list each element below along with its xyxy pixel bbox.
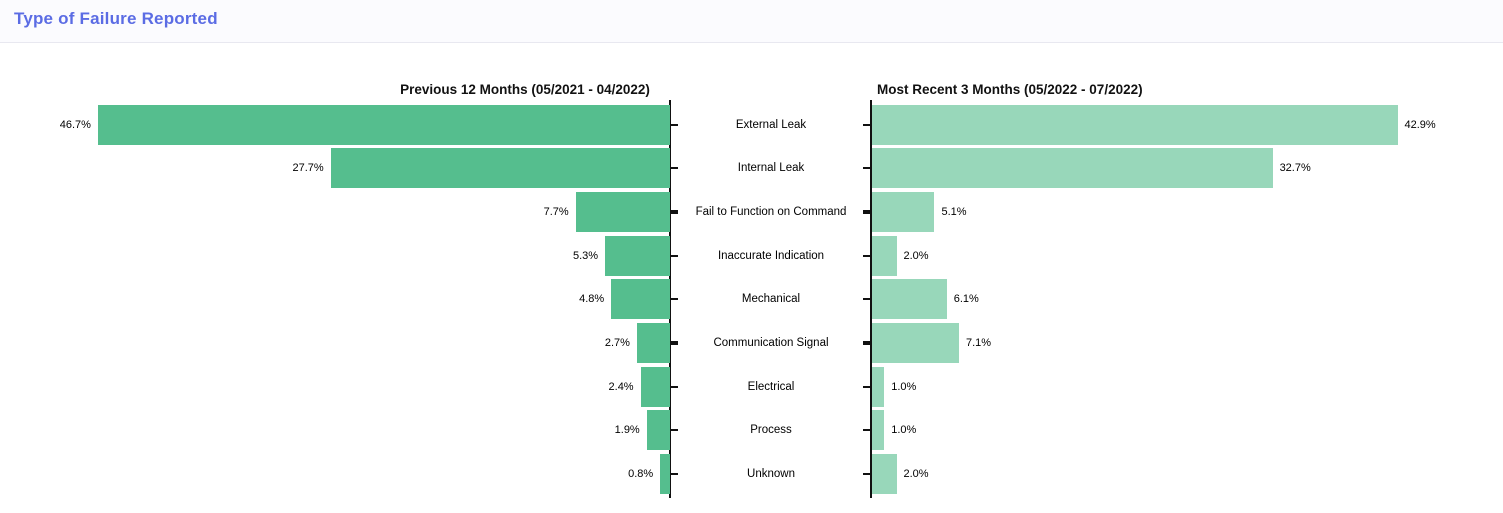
- bar-previous-12-months[interactable]: [636, 323, 670, 364]
- bar-previous-12-months[interactable]: [330, 148, 670, 189]
- bar-recent-3-months[interactable]: [872, 235, 897, 276]
- right-axis-tick: [863, 254, 870, 257]
- right-axis-tick: [863, 123, 870, 126]
- page-title: Type of Failure Reported: [14, 9, 218, 28]
- bar-recent-3-months[interactable]: [872, 104, 1398, 145]
- left-axis-tick: [671, 167, 678, 170]
- bar-previous-12-months[interactable]: [605, 235, 670, 276]
- value-label-recent: 2.0%: [903, 249, 929, 262]
- bar-previous-12-months[interactable]: [575, 192, 670, 233]
- right-axis-tick: [863, 210, 870, 215]
- left-axis-tick: [671, 341, 678, 346]
- left-axis-tick: [671, 298, 678, 301]
- value-label-recent: 2.0%: [903, 468, 929, 481]
- bar-recent-3-months[interactable]: [872, 410, 885, 451]
- category-label: External Leak: [735, 118, 807, 131]
- value-label-recent: 1.0%: [891, 424, 917, 437]
- category-label: Internal Leak: [737, 162, 805, 175]
- right-axis-tick: [863, 341, 870, 346]
- right-axis-tick: [863, 167, 870, 170]
- bar-previous-12-months[interactable]: [646, 410, 670, 451]
- left-axis-tick: [671, 254, 678, 257]
- left-axis-tick: [671, 429, 678, 432]
- category-label: Fail to Function on Command: [695, 206, 847, 219]
- value-label-recent: 7.1%: [965, 337, 992, 350]
- category-label: Process: [750, 424, 792, 437]
- value-label-previous: 2.7%: [604, 337, 630, 350]
- right-axis-tick: [863, 473, 870, 476]
- value-label-recent: 32.7%: [1279, 162, 1311, 175]
- right-chart-title: Most Recent 3 Months (05/2022 - 07/2022): [877, 82, 1143, 97]
- bar-previous-12-months[interactable]: [660, 454, 670, 495]
- value-label-recent: 42.9%: [1404, 118, 1436, 131]
- left-axis-tick: [671, 473, 678, 476]
- right-axis-tick: [863, 429, 870, 432]
- category-label: Inaccurate Indication: [717, 249, 825, 262]
- value-label-previous: 7.7%: [543, 206, 569, 219]
- right-axis-line: [870, 100, 872, 498]
- bar-recent-3-months[interactable]: [872, 454, 897, 495]
- bar-previous-12-months[interactable]: [97, 104, 670, 145]
- value-label-previous: 27.7%: [292, 162, 324, 175]
- value-label-recent: 5.1%: [941, 206, 967, 219]
- category-label: Mechanical: [741, 293, 801, 306]
- value-label-previous: 4.8%: [579, 293, 605, 306]
- bar-recent-3-months[interactable]: [872, 366, 885, 407]
- bar-recent-3-months[interactable]: [872, 323, 959, 364]
- value-label-previous: 5.3%: [572, 249, 599, 262]
- value-label-previous: 2.4%: [608, 380, 634, 393]
- category-label: Electrical: [747, 380, 795, 393]
- left-axis-line: [669, 100, 671, 498]
- right-axis-tick: [863, 385, 870, 388]
- bar-previous-12-months[interactable]: [640, 366, 670, 407]
- value-label-previous: 0.8%: [628, 468, 654, 481]
- failure-type-chart: Previous 12 Months (05/2021 - 04/2022) M…: [0, 44, 1503, 513]
- value-label-previous: 46.7%: [59, 118, 91, 131]
- right-axis-tick: [863, 298, 870, 301]
- left-chart-title: Previous 12 Months (05/2021 - 04/2022): [400, 82, 650, 97]
- left-axis-tick: [671, 385, 678, 388]
- page-header: Type of Failure Reported: [0, 0, 1503, 43]
- bar-recent-3-months[interactable]: [872, 192, 935, 233]
- bar-recent-3-months[interactable]: [872, 279, 947, 320]
- left-axis-tick: [671, 210, 678, 215]
- category-label: Communication Signal: [713, 337, 829, 350]
- value-label-recent: 6.1%: [953, 293, 979, 306]
- value-label-previous: 1.9%: [614, 424, 640, 437]
- category-label: Unknown: [747, 468, 795, 481]
- left-axis-tick: [671, 123, 678, 126]
- value-label-recent: 1.0%: [891, 380, 917, 393]
- bar-recent-3-months[interactable]: [872, 148, 1273, 189]
- bar-previous-12-months[interactable]: [611, 279, 670, 320]
